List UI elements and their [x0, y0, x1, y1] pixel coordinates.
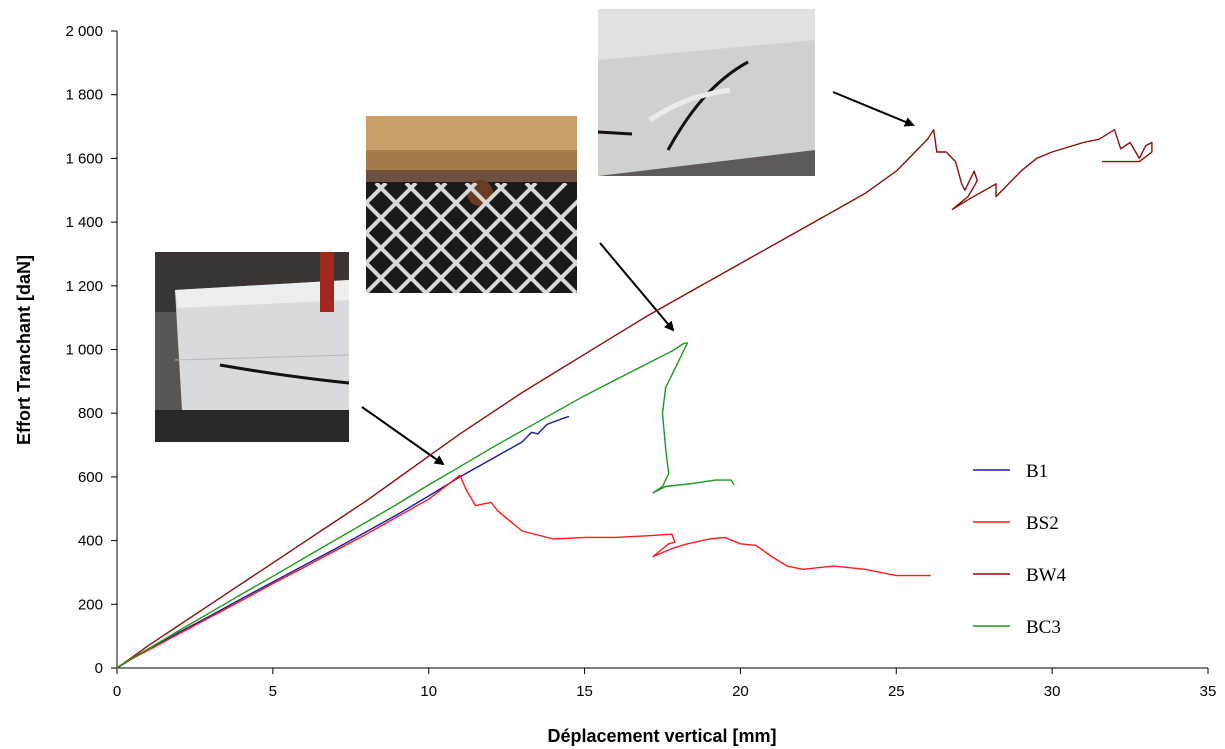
x-tick-label: 20: [732, 683, 749, 700]
y-tick-label: 1 200: [65, 278, 103, 295]
x-tick-label: 10: [420, 683, 437, 700]
y-axis-title: Effort Tranchant [daN]: [14, 255, 34, 445]
legend: B1 BS2 BW4 BC3: [973, 461, 1067, 638]
legend-label-b1: B1: [1026, 461, 1048, 482]
y-tick-label: 600: [78, 469, 103, 486]
x-tick-label: 5: [269, 683, 277, 700]
series-line-b1: [116, 415, 570, 669]
x-tick-label: 30: [1044, 683, 1061, 700]
x-axis-title: Déplacement vertical [mm]: [547, 726, 776, 746]
y-tick-label: 1 000: [65, 342, 103, 359]
y-tick-label: 1 600: [65, 150, 103, 167]
legend-label-bs2: BS2: [1026, 513, 1059, 534]
series-line-bw4: [116, 129, 1153, 669]
y-tick-label: 2 000: [65, 23, 103, 40]
series-line-bs2: [116, 474, 931, 669]
legend-label-bc3: BC3: [1026, 617, 1061, 638]
photo-inset-bw4: [597, 9, 815, 176]
y-tick-label: 0: [95, 660, 103, 677]
y-tick-label: 200: [78, 596, 103, 613]
y-tick-label: 400: [78, 533, 103, 550]
y-tick-label: 1 400: [65, 214, 103, 231]
x-tick-label: 0: [113, 683, 121, 700]
x-tick-label: 35: [1200, 683, 1217, 700]
series-line-bc3: [116, 342, 735, 669]
x-tick-label: 25: [888, 683, 905, 700]
series-layer: [116, 129, 1153, 669]
y-tick-label: 1 800: [65, 87, 103, 104]
x-ticks: 0 5 10 15 20 25 30 35: [113, 668, 1217, 700]
legend-label-bw4: BW4: [1026, 565, 1067, 586]
y-tick-label: 800: [78, 405, 103, 422]
y-ticks: 0 200 400 600 800 1 000 1 200 1 400 1 600 1 800 2 …: [65, 23, 117, 677]
arrow-bw4: [832, 91, 915, 127]
photo-inset-b1: [155, 252, 350, 442]
arrow-b1: [361, 406, 445, 466]
arrow-bc3: [599, 242, 675, 332]
x-tick-label: 15: [576, 683, 593, 700]
photo-inset-bc3: [366, 116, 577, 293]
